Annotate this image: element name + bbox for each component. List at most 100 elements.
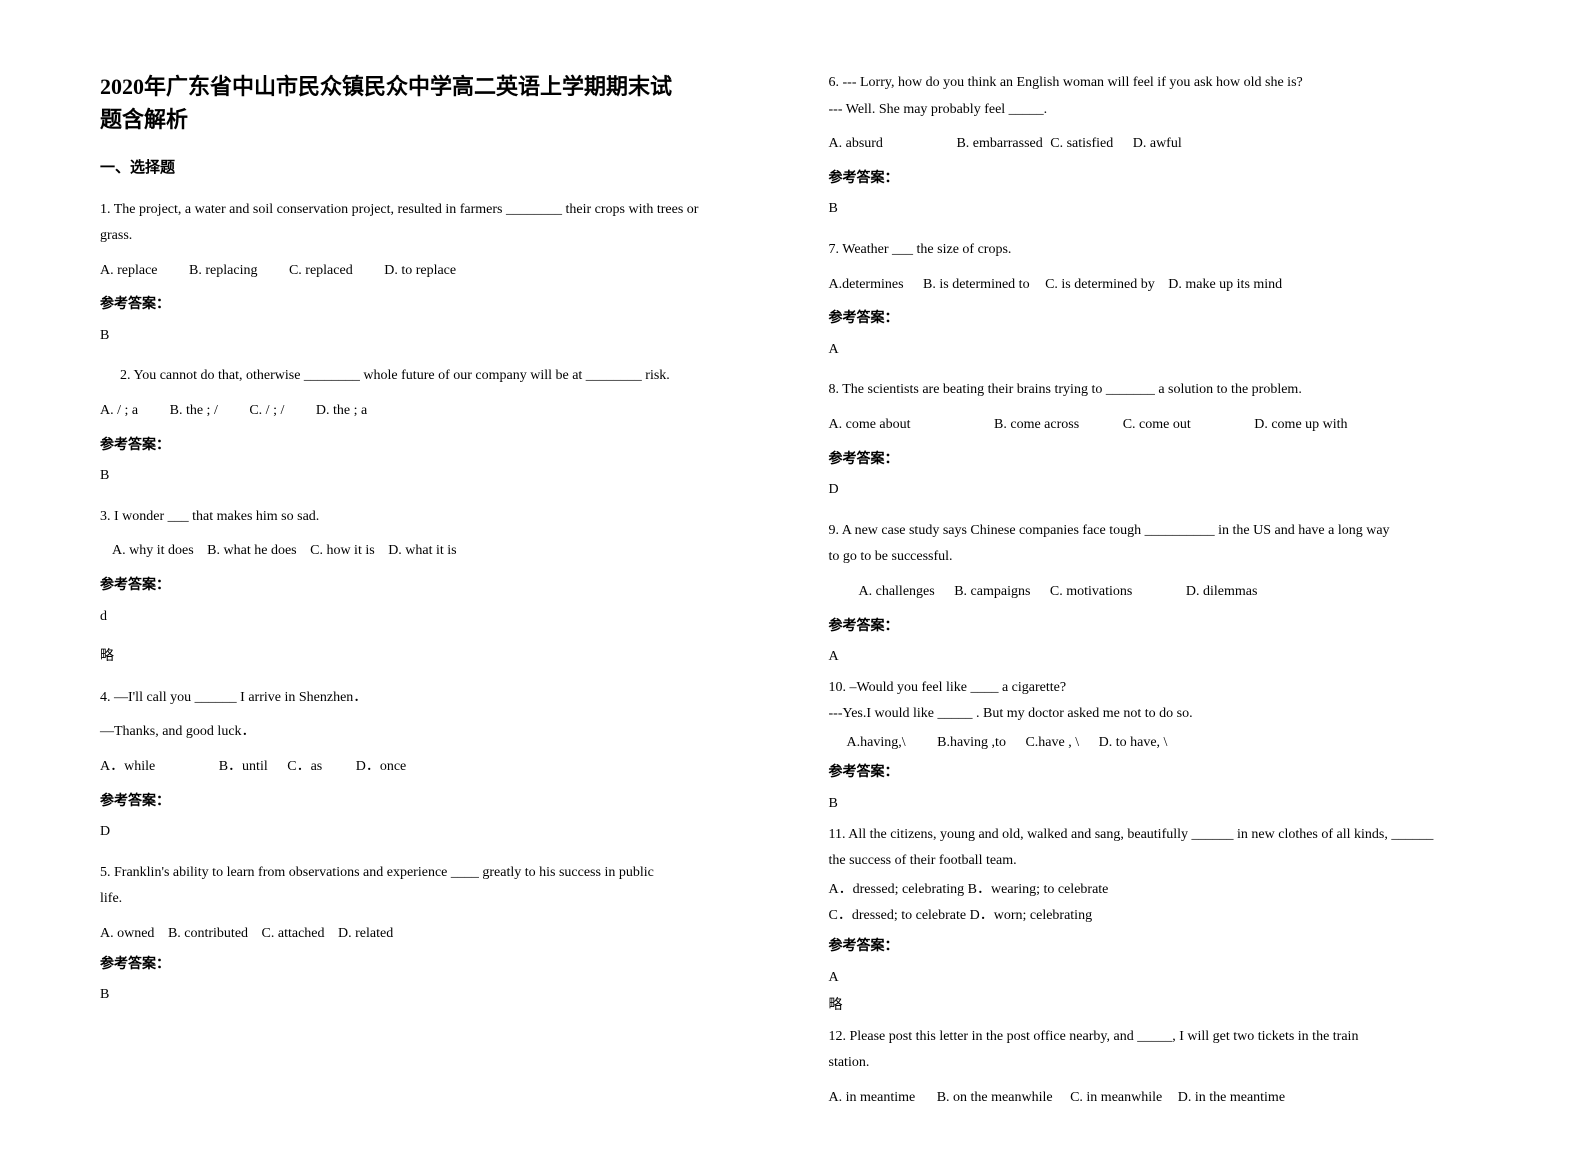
q7-opt-a: A.determines xyxy=(829,277,904,292)
q7-opt-c: C. is determined by xyxy=(1045,277,1155,292)
q4-answer: D xyxy=(100,819,769,846)
right-column: 6. --- Lorry, how do you think an Englis… xyxy=(829,70,1498,1120)
question-9: 9. A new case study says Chinese compani… xyxy=(829,518,1498,571)
q12-opt-a: A. in meantime xyxy=(829,1090,916,1105)
q10-text-a: 10. –Would you feel like ____ a cigarett… xyxy=(829,675,1498,702)
q10-answer: B xyxy=(829,791,1498,818)
title-line-2: 题含解析 xyxy=(100,107,188,132)
q7-opt-d: D. make up its mind xyxy=(1168,277,1282,292)
q1-text-b: grass. xyxy=(100,223,769,250)
q12-opt-d: D. in the meantime xyxy=(1178,1090,1285,1105)
q7-opt-b: B. is determined to xyxy=(923,277,1030,292)
q11-answer-label: 参考答案： xyxy=(829,934,1498,961)
q9-opt-a: A. challenges xyxy=(859,584,935,599)
q9-opt-d: D. dilemmas xyxy=(1186,584,1258,599)
q5-text-a: 5. Franklin's ability to learn from obse… xyxy=(100,860,769,887)
q8-options: A. come about B. come across C. come out… xyxy=(829,412,1498,439)
q4-opt-c: C．as xyxy=(287,759,322,774)
q1-opt-c: C. replaced xyxy=(289,263,353,278)
q12-opt-b: B. on the meanwhile xyxy=(937,1090,1053,1105)
q6-opt-a: A. absurd xyxy=(829,136,883,151)
q1-options: A. replace B. replacing C. replaced D. t… xyxy=(100,258,769,285)
q5-answer-label: 参考答案： xyxy=(100,952,769,979)
question-6: 6. --- Lorry, how do you think an Englis… xyxy=(829,70,1498,123)
q9-answer: A xyxy=(829,644,1498,671)
q2-opt-b: B. the ; / xyxy=(170,403,218,418)
q8-answer-label: 参考答案： xyxy=(829,447,1498,474)
title-line-1: 2020年广东省中山市民众镇民众中学高二英语上学期期末试 xyxy=(100,74,672,99)
section-1-heading: 一、选择题 xyxy=(100,154,769,183)
q4-text-b: —Thanks, and good luck． xyxy=(100,719,769,746)
q1-answer: B xyxy=(100,323,769,350)
q4-answer-label: 参考答案： xyxy=(100,789,769,816)
q5-opt-c: C. attached xyxy=(262,926,325,941)
q11-answer: A xyxy=(829,965,1498,992)
question-10: 10. –Would you feel like ____ a cigarett… xyxy=(829,675,1498,728)
q8-opt-d: D. come up with xyxy=(1254,417,1347,432)
q7-answer-label: 参考答案： xyxy=(829,306,1498,333)
q12-opt-c: C. in meanwhile xyxy=(1070,1090,1162,1105)
q3-opt-c: C. how it is xyxy=(310,543,375,558)
q11-text-a: 11. All the citizens, young and old, wal… xyxy=(829,822,1498,849)
q10-opt-b: B.having ,to xyxy=(937,735,1006,750)
q3-answer-label: 参考答案： xyxy=(100,573,769,600)
q2-answer-label: 参考答案： xyxy=(100,433,769,460)
q5-opt-b: B. contributed xyxy=(168,926,248,941)
q1-opt-d: D. to replace xyxy=(384,263,456,278)
q10-text-b: ---Yes.I would like _____ . But my docto… xyxy=(829,701,1498,728)
question-3: 3. I wonder ___ that makes him so sad. xyxy=(100,504,769,531)
q12-options: A. in meantime B. on the meanwhile C. in… xyxy=(829,1085,1498,1112)
q10-opt-c: C.have , \ xyxy=(1025,735,1079,750)
q8-opt-b: B. come across xyxy=(994,417,1079,432)
q5-options: A. owned B. contributed C. attached D. r… xyxy=(100,921,769,948)
q11-options-row1: A．dressed; celebrating B．wearing; to cel… xyxy=(829,877,1498,904)
question-4: 4. —I'll call you ______ I arrive in She… xyxy=(100,685,769,746)
q2-answer: B xyxy=(100,463,769,490)
left-column: 2020年广东省中山市民众镇民众中学高二英语上学期期末试 题含解析 一、选择题 … xyxy=(100,70,769,1120)
q6-text-b: --- Well. She may probably feel _____. xyxy=(829,97,1498,124)
q10-options: A.having,\ B.having ,to C.have , \ D. to… xyxy=(829,730,1498,757)
q12-text-a: 12. Please post this letter in the post … xyxy=(829,1024,1498,1051)
q3-note: 略 xyxy=(100,644,769,671)
question-2: 2. You cannot do that, otherwise _______… xyxy=(100,363,769,390)
q6-opt-b: B. embarrassed xyxy=(956,136,1042,151)
q6-answer: B xyxy=(829,196,1498,223)
q9-options: A. challenges B. campaigns C. motivation… xyxy=(829,579,1498,606)
q2-opt-d: D. the ; a xyxy=(316,403,367,418)
q2-opt-a: A. / ; a xyxy=(100,403,138,418)
q6-options: A. absurd B. embarrassed C. satisfied D.… xyxy=(829,131,1498,158)
q9-opt-b: B. campaigns xyxy=(954,584,1030,599)
question-12: 12. Please post this letter in the post … xyxy=(829,1024,1498,1077)
q4-text-a: 4. —I'll call you ______ I arrive in She… xyxy=(100,685,769,712)
page-title: 2020年广东省中山市民众镇民众中学高二英语上学期期末试 题含解析 xyxy=(100,70,769,136)
q3-answer: d xyxy=(100,604,769,631)
q1-answer-label: 参考答案： xyxy=(100,292,769,319)
q11-options-row2: C．dressed; to celebrate D．worn; celebrat… xyxy=(829,903,1498,930)
q10-answer-label: 参考答案： xyxy=(829,760,1498,787)
q11-text-b: the success of their football team. xyxy=(829,848,1498,875)
q5-text-b: life. xyxy=(100,886,769,913)
q9-text-a: 9. A new case study says Chinese compani… xyxy=(829,518,1498,545)
q12-text-b: station. xyxy=(829,1050,1498,1077)
q3-options: A. why it does B. what he does C. how it… xyxy=(100,538,769,565)
q6-text-a: 6. --- Lorry, how do you think an Englis… xyxy=(829,70,1498,97)
q10-opt-d: D. to have, \ xyxy=(1099,735,1168,750)
q3-opt-a: A. why it does xyxy=(112,543,194,558)
q4-opt-d: D．once xyxy=(356,759,407,774)
q3-opt-d: D. what it is xyxy=(388,543,456,558)
q4-options: A．while B．until C．as D．once xyxy=(100,754,769,781)
q4-opt-a: A．while xyxy=(100,759,155,774)
q5-opt-a: A. owned xyxy=(100,926,154,941)
q2-options: A. / ; a B. the ; / C. / ; / D. the ; a xyxy=(100,398,769,425)
q7-answer: A xyxy=(829,337,1498,364)
q5-opt-d: D. related xyxy=(338,926,393,941)
question-8: 8. The scientists are beating their brai… xyxy=(829,377,1498,404)
q9-answer-label: 参考答案： xyxy=(829,614,1498,641)
q8-answer: D xyxy=(829,477,1498,504)
q7-options: A.determines B. is determined to C. is d… xyxy=(829,272,1498,299)
q6-answer-label: 参考答案： xyxy=(829,166,1498,193)
q2-opt-c: C. / ; / xyxy=(249,403,284,418)
q6-opt-d: D. awful xyxy=(1133,136,1182,151)
q11-note: 略 xyxy=(829,993,1498,1020)
q8-opt-c: C. come out xyxy=(1123,417,1191,432)
